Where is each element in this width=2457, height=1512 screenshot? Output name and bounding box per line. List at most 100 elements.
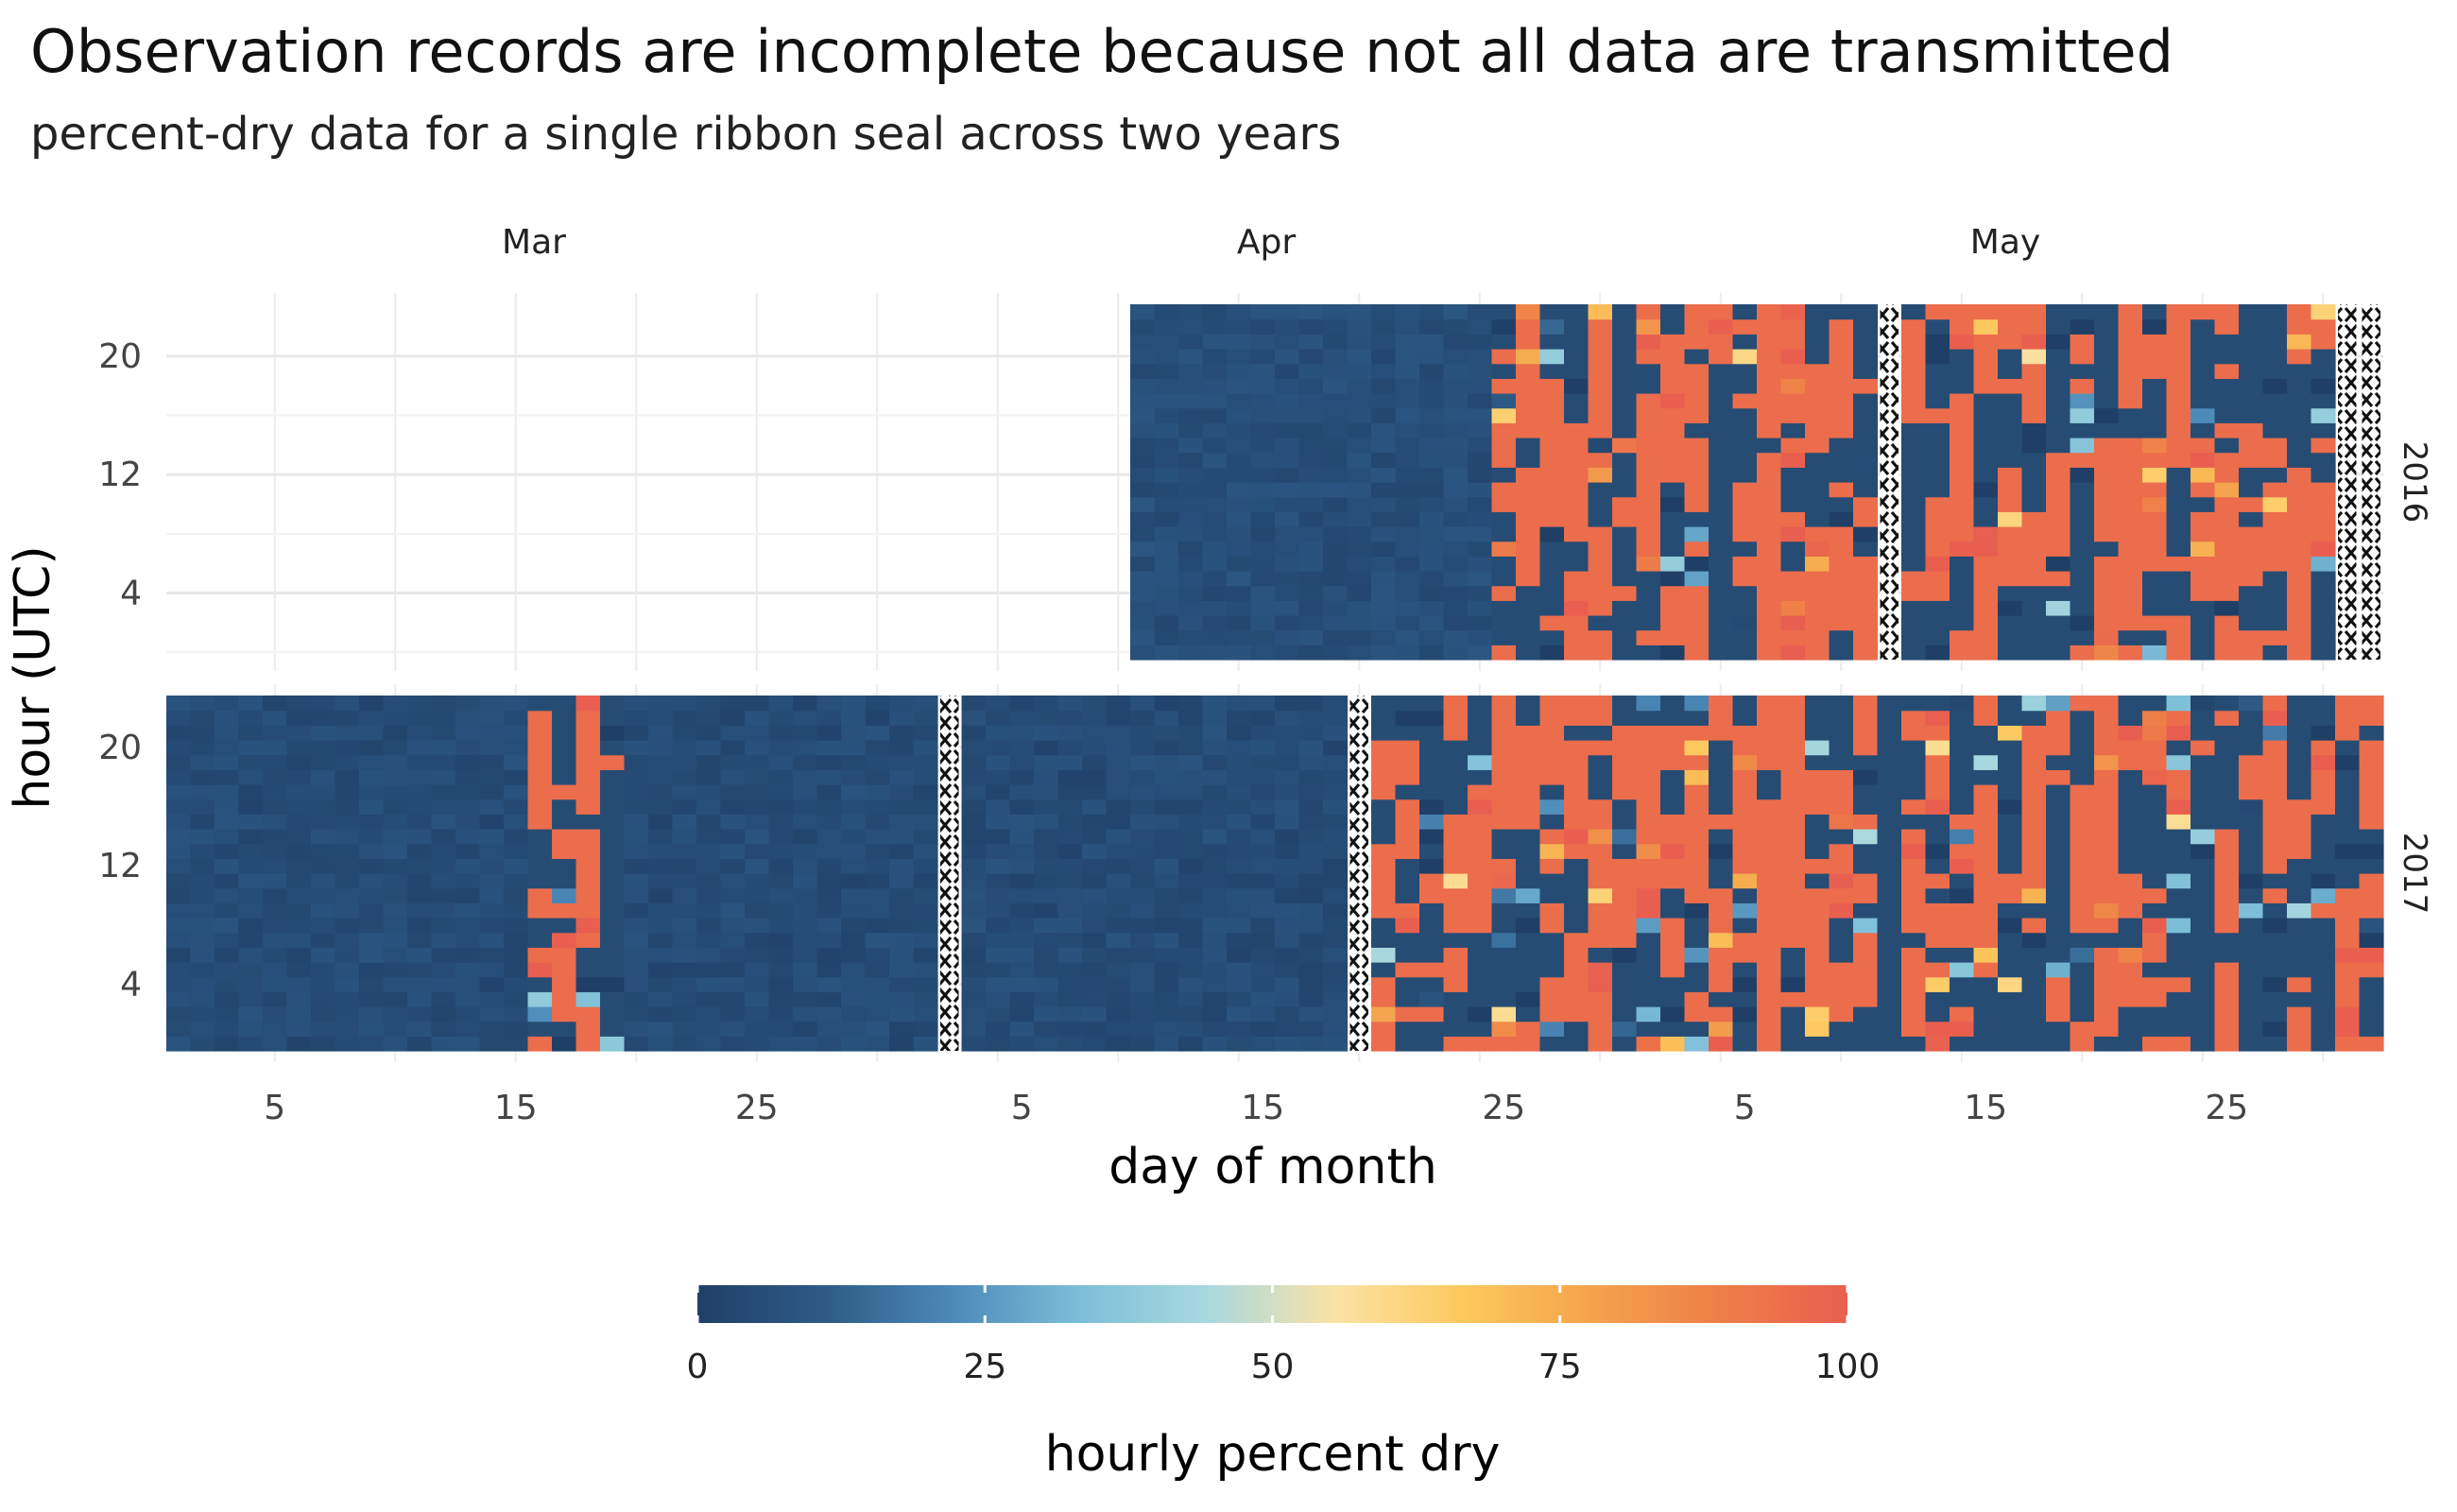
heatmap-cell <box>1491 843 1517 859</box>
heatmap-cell <box>1057 710 1083 726</box>
heatmap-cell <box>1829 754 1854 770</box>
heatmap-cell <box>1660 784 1686 800</box>
heatmap-cell <box>2214 615 2240 631</box>
heatmap-cell <box>2070 918 2095 934</box>
heatmap-cell <box>672 962 697 978</box>
heatmap-cell <box>2214 843 2240 859</box>
heatmap-cell <box>455 769 481 785</box>
heatmap-cell <box>335 991 360 1007</box>
heatmap-cell <box>1732 363 1758 379</box>
heatmap-cell <box>1709 452 1734 468</box>
heatmap-cell <box>1973 644 1999 661</box>
heatmap-cell <box>2118 947 2143 963</box>
heatmap-cell <box>1829 976 1854 992</box>
heatmap-cell <box>1275 644 1300 661</box>
heatmap-cell <box>286 754 312 770</box>
heatmap-cell <box>1009 814 1035 830</box>
heatmap-cell <box>263 1006 288 1022</box>
heatmap-cell <box>286 991 312 1007</box>
heatmap-cell <box>1757 318 1782 335</box>
heatmap-cell <box>1057 873 1083 889</box>
heatmap-cell <box>1178 556 1204 572</box>
heatmap-cell <box>1227 585 1252 601</box>
heatmap-cell <box>1443 1006 1469 1022</box>
heatmap-cell <box>1275 304 1300 320</box>
heatmap-cell <box>1709 991 1734 1007</box>
heatmap-cell <box>1443 496 1469 512</box>
heatmap-cell <box>913 843 938 859</box>
heatmap-cell <box>1298 452 1324 468</box>
heatmap-cell <box>286 843 312 859</box>
x-tick-label: 15 <box>494 1089 538 1127</box>
heatmap-cell <box>2335 932 2361 948</box>
heatmap-cell <box>1950 511 1975 527</box>
heatmap-cell <box>865 754 890 770</box>
heatmap-cell <box>1780 918 1806 934</box>
heatmap-cell <box>1419 887 1445 903</box>
heatmap-cell <box>1660 422 1686 438</box>
heatmap-cell <box>286 1036 312 1052</box>
heatmap-cell <box>1564 422 1589 438</box>
heatmap-cell <box>1973 629 1999 645</box>
heatmap-cell <box>1227 725 1252 741</box>
heatmap-cell <box>1516 1021 1541 1037</box>
heatmap-cell <box>2191 784 2216 800</box>
heatmap-cell <box>2214 318 2240 335</box>
heatmap-cell <box>1973 1036 1999 1052</box>
heatmap-cell <box>1829 1036 1854 1052</box>
heatmap-cell <box>1250 556 1276 572</box>
heatmap-cell <box>1636 799 1661 815</box>
heatmap-cell <box>1684 511 1710 527</box>
heatmap-cell <box>1130 799 1156 815</box>
heatmap-cell <box>1371 740 1397 756</box>
heatmap-cell <box>1636 873 1661 889</box>
heatmap-cell <box>552 829 577 845</box>
heatmap-cell <box>2094 976 2120 992</box>
heatmap-cell <box>1732 962 1758 978</box>
heatmap-cell <box>768 976 794 992</box>
heatmap-cell <box>1805 991 1830 1007</box>
heatmap-cell <box>2046 740 2071 756</box>
heatmap-cell <box>1684 754 1710 770</box>
heatmap-cell <box>1323 784 1349 800</box>
heatmap-cell <box>1034 918 1059 934</box>
heatmap-cell <box>1323 725 1349 741</box>
heatmap-cell <box>1829 1021 1854 1037</box>
heatmap-cell <box>1419 696 1445 712</box>
heatmap-cell <box>190 1021 215 1037</box>
heatmap-cell <box>793 696 818 712</box>
heatmap-cell <box>648 696 674 712</box>
heatmap-cell <box>263 769 288 785</box>
heatmap-cell <box>696 858 722 874</box>
heatmap-cell <box>1660 918 1686 934</box>
heatmap-cell <box>1998 991 2023 1007</box>
heatmap-cell <box>1732 1021 1758 1037</box>
heatmap-cell <box>335 829 360 845</box>
heatmap-cell <box>1709 829 1734 845</box>
heatmap-cell <box>1468 393 1493 409</box>
heatmap-cell <box>1636 541 1661 557</box>
heatmap-cell <box>986 962 1011 978</box>
heatmap-cell <box>720 843 746 859</box>
heatmap-cell <box>359 932 385 948</box>
heatmap-cell <box>1154 304 1179 320</box>
heatmap-cell <box>166 829 192 845</box>
heatmap-cell <box>1588 304 1613 320</box>
heatmap-cell <box>286 887 312 903</box>
heatmap-cell <box>2118 725 2143 741</box>
heatmap-cell <box>1539 1036 1565 1052</box>
heatmap-cell <box>2021 452 2047 468</box>
heatmap-cell <box>986 710 1011 726</box>
y-tick-label: 4 <box>120 575 142 613</box>
heatmap-cell <box>1009 918 1035 934</box>
heatmap-cell <box>504 976 529 992</box>
legend-tick-label: 0 <box>687 1348 709 1386</box>
heatmap-cell <box>2166 349 2191 365</box>
heatmap-cell <box>552 843 577 859</box>
heatmap-cell <box>841 858 867 874</box>
heatmap-cell <box>1973 304 1999 320</box>
heatmap-cell <box>2021 422 2047 438</box>
heatmap-cell <box>1443 378 1469 394</box>
heatmap-cell <box>2142 556 2168 572</box>
heatmap-cell <box>1468 976 1493 992</box>
